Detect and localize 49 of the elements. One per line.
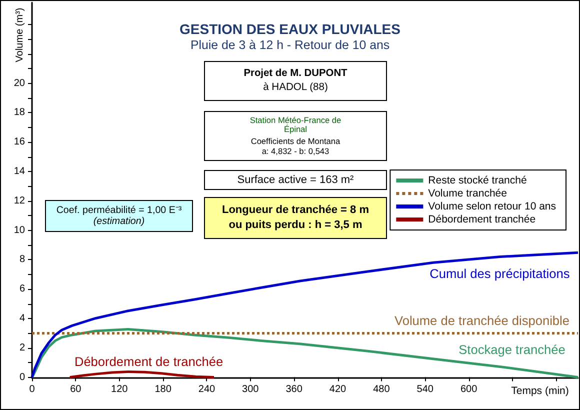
annotation: Station Météo-France de (250, 114, 342, 125)
annotation: Volume de tranchée disponible (394, 312, 570, 328)
annotation: Coefficients de Montana (250, 136, 340, 147)
text: Pluie de 3 à 12 h - Retour de 10 ans (190, 38, 390, 52)
y-tick-label: 4 (19, 313, 26, 324)
x-tick-label: 300 (242, 384, 260, 395)
legend-label: Volume tranchée (428, 188, 508, 200)
x-tick-label: 420 (329, 384, 347, 395)
annotation: Débordement de tranchée (74, 354, 224, 369)
y-tick-label: 6 (19, 284, 26, 295)
x-tick-label: 600 (460, 384, 478, 395)
y-tick-label: 2 (19, 342, 26, 354)
annotation: Cumul des précipitations (430, 266, 570, 282)
legend-label: Volume selon retour 10 ans (428, 200, 556, 212)
y-tick-label: 0 (19, 372, 26, 383)
x-tick-label: 0 (29, 384, 36, 395)
y-tick-label: 20 (14, 78, 26, 89)
y-tick-label: 16 (14, 136, 26, 148)
annotation: Coef. perméabilité = 1,00 E⁻³ (56, 204, 182, 216)
note-box: Coef. perméabilité = 1,00 E⁻³ (estimation) (45, 200, 193, 232)
annotation: a: 4,832 - b: 0,543 (262, 146, 330, 156)
note-box: Surface active = 163 m² (204, 170, 387, 190)
y-tick-label: 10 (14, 224, 26, 236)
legend-label: Reste stocké tranché (428, 174, 527, 186)
y-tick-label: 14 (14, 166, 26, 177)
x-tick-label: 60 (70, 384, 82, 395)
y-tick-label: 8 (19, 254, 26, 266)
note-box: Longueur de tranchée = 8 m ou puits perdu : h = 3,5 m (204, 197, 387, 239)
note-box: Projet de M. DUPONT à HADOL (88) (204, 61, 387, 101)
x-tick-label: 360 (286, 384, 303, 395)
x-axis-title: Temps (min) (511, 385, 569, 398)
y-axis-title: Volume (m³) (14, 8, 26, 62)
annotation: (estimation) (93, 216, 145, 228)
legend-label: Débordement tranchée (428, 214, 536, 226)
annotation: Projet de M. DUPONT (244, 68, 348, 80)
x-tick-label: 120 (111, 384, 128, 395)
annotation: Surface active = 163 m² (237, 174, 354, 186)
annotation: à HADOL (88) (263, 82, 328, 94)
annotation: Longueur de tranchée = 8 m (222, 204, 369, 217)
text: GESTION DES EAUX PLUVIALES (180, 21, 400, 37)
annotation: Stockage tranchée (458, 342, 566, 358)
x-tick-label: 540 (416, 384, 434, 395)
annotation: Épinal (284, 124, 308, 135)
y-tick-label: 18 (14, 107, 26, 118)
y-tick-label: 12 (14, 195, 26, 206)
x-tick-label: 480 (373, 384, 390, 395)
annotation: ou puits perdu : h = 3,5 m (228, 219, 362, 232)
x-tick-label: 180 (154, 384, 172, 395)
x-tick-label: 240 (198, 384, 216, 395)
